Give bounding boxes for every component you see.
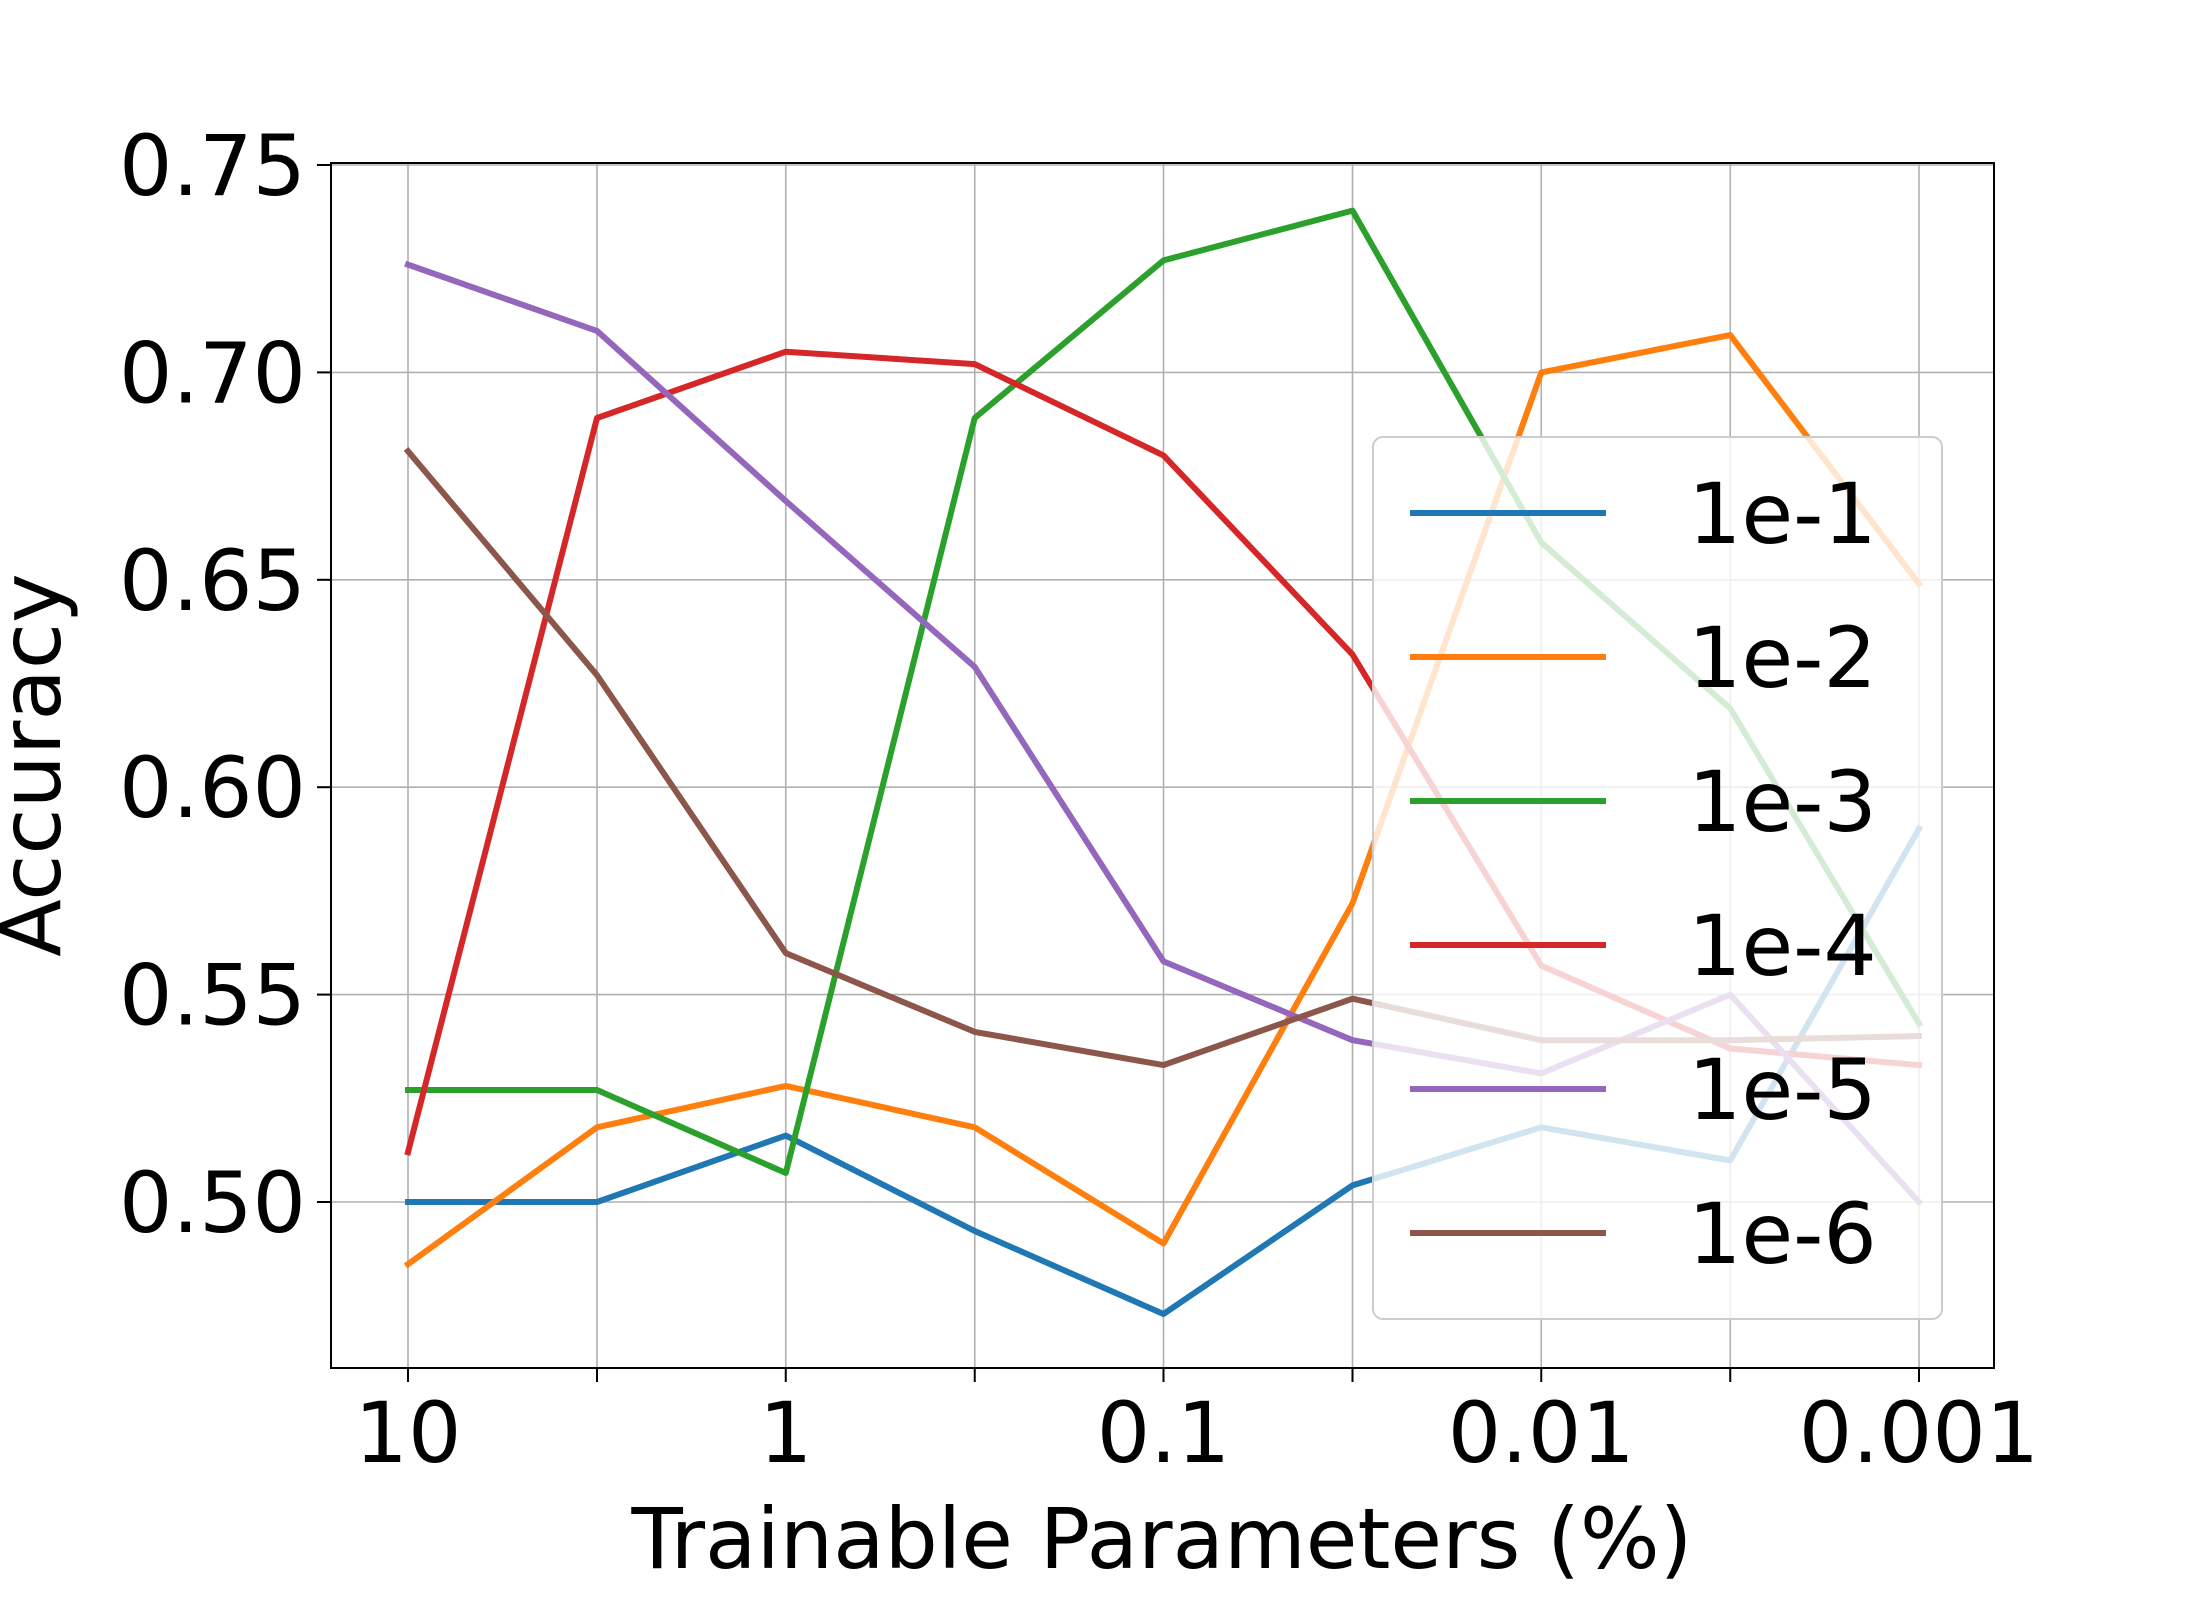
x-axis-label: Trainable Parameters (%) [631, 1490, 1693, 1588]
legend-label: 1e-4 [1688, 897, 1877, 995]
x-tick-label: 0.1 [1097, 1384, 1231, 1482]
y-tick-label: 0.55 [119, 947, 306, 1045]
legend-label: 1e-5 [1688, 1041, 1877, 1139]
y-tick-label: 0.70 [119, 324, 306, 422]
series-line-1e-2 [403, 332, 1924, 1269]
x-axis-ticks: 10 1 0.1 0.01 0.001 [355, 1368, 2039, 1482]
x-tick-label: 10 [355, 1384, 462, 1482]
legend: 1e-1 1e-2 1e-3 1e-4 1e-5 1e-6 [1372, 436, 1943, 1320]
y-tick-label: 0.65 [119, 532, 306, 630]
y-tick-label: 0.75 [119, 117, 306, 215]
legend-label: 1e-1 [1688, 465, 1877, 563]
x-tick-label: 0.01 [1448, 1384, 1635, 1482]
x-tick-label: 0.001 [1799, 1384, 2039, 1482]
y-tick-label: 0.50 [119, 1154, 306, 1252]
legend-label: 1e-2 [1688, 609, 1877, 707]
y-axis-label: Accuracy [0, 573, 80, 957]
y-axis-ticks: 0.50 0.55 0.60 0.65 0.70 0.75 [119, 117, 331, 1252]
y-tick-label: 0.60 [119, 739, 306, 837]
x-tick-label: 1 [759, 1384, 812, 1482]
legend-label: 1e-6 [1688, 1185, 1877, 1283]
legend-label: 1e-3 [1688, 753, 1877, 851]
